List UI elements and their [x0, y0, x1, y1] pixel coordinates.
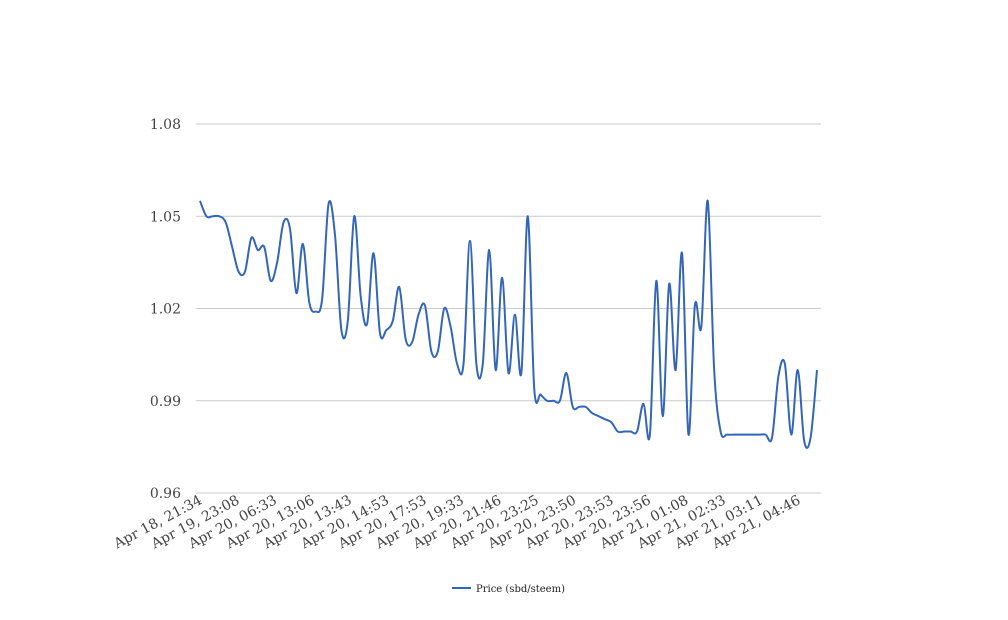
- y-tick-label: 1.02: [150, 302, 181, 318]
- y-tick-label: 1.05: [150, 209, 181, 225]
- y-tick-label: 0.99: [150, 394, 181, 410]
- y-tick-label: 1.08: [150, 117, 181, 133]
- legend: Price (sbd/steem): [452, 584, 565, 595]
- y-axis-ticks: 0.96 0.99 1.02 1.05 1.08: [150, 117, 181, 502]
- legend-label: Price (sbd/steem): [476, 584, 565, 595]
- gridlines: [196, 123, 821, 494]
- series-line: [199, 199, 818, 449]
- y-tick-label: 0.96: [150, 486, 181, 502]
- series-lines: [199, 199, 818, 449]
